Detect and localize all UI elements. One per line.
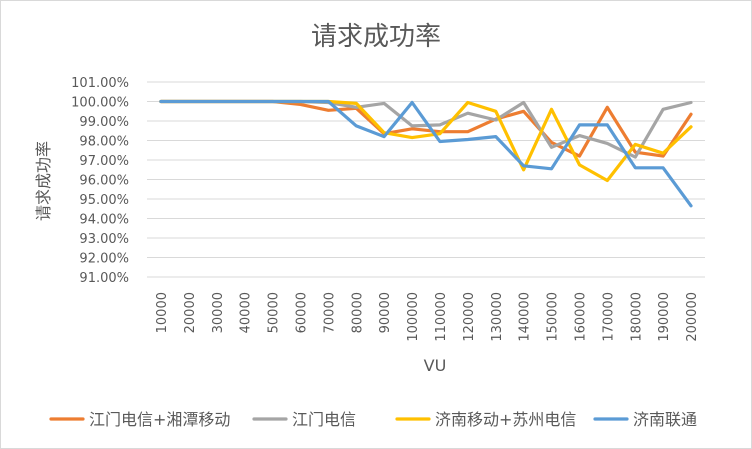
x-tick-label: 130000: [490, 292, 505, 342]
x-tick-label: 120000: [462, 292, 477, 342]
y-axis-ticks: 91.00% 92.00% 93.00% 94.00% 95.00% 96.00% 97.0…: [71, 76, 129, 286]
legend-label: 济南联通: [633, 410, 697, 429]
gridlines: [147, 81, 705, 278]
y-tick-label: 91.00%: [79, 271, 129, 286]
x-tick-label: 50000: [267, 292, 282, 333]
series-line-4: [159, 99, 693, 208]
y-tick-label: 97.00%: [79, 154, 129, 169]
y-tick-label: 98.00%: [79, 135, 129, 150]
y-tick-label: 94.00%: [79, 213, 129, 228]
series-lines: [159, 99, 693, 208]
x-tick-label: 10000: [155, 292, 170, 333]
y-tick-label: 93.00%: [79, 232, 129, 247]
x-axis-ticks: 10000 20000 30000 40000 50000 60000 70000 80000…: [155, 292, 700, 342]
x-tick-label: 180000: [629, 292, 644, 342]
y-tick-label: 92.00%: [79, 252, 129, 267]
x-tick-label: 150000: [546, 292, 561, 342]
x-tick-label: 100000: [406, 292, 421, 342]
y-tick-label: 95.00%: [79, 193, 129, 208]
x-tick-label: 190000: [657, 292, 672, 342]
x-tick-label: 40000: [239, 292, 254, 333]
x-tick-label: 80000: [350, 292, 365, 333]
x-tick-label: 70000: [322, 292, 337, 333]
y-tick-label: 101.00%: [71, 76, 129, 91]
x-tick-label: 110000: [434, 292, 449, 342]
x-tick-label: 60000: [294, 292, 309, 333]
y-tick-label: 100.00%: [71, 96, 129, 111]
x-tick-label: 170000: [601, 292, 616, 342]
x-tick-label: 20000: [183, 292, 198, 333]
y-tick-label: 99.00%: [79, 115, 129, 130]
y-axis-title: 请求成功率: [34, 141, 53, 221]
x-tick-label: 90000: [378, 292, 393, 333]
legend: 江门电信+湘潭移动 江门电信 济南移动+苏州电信 济南联通: [49, 410, 697, 429]
x-tick-label: 30000: [211, 292, 226, 333]
x-tick-label: 140000: [518, 292, 533, 342]
y-tick-label: 96.00%: [79, 174, 129, 189]
legend-label: 江门电信: [292, 410, 356, 429]
chart-title: 请求成功率: [311, 22, 441, 52]
x-tick-label: 160000: [573, 292, 588, 342]
x-axis-title: VU: [424, 356, 447, 375]
legend-label: 江门电信+湘潭移动: [89, 410, 230, 429]
x-tick-label: 200000: [685, 292, 700, 342]
legend-label: 济南移动+苏州电信: [435, 410, 576, 429]
